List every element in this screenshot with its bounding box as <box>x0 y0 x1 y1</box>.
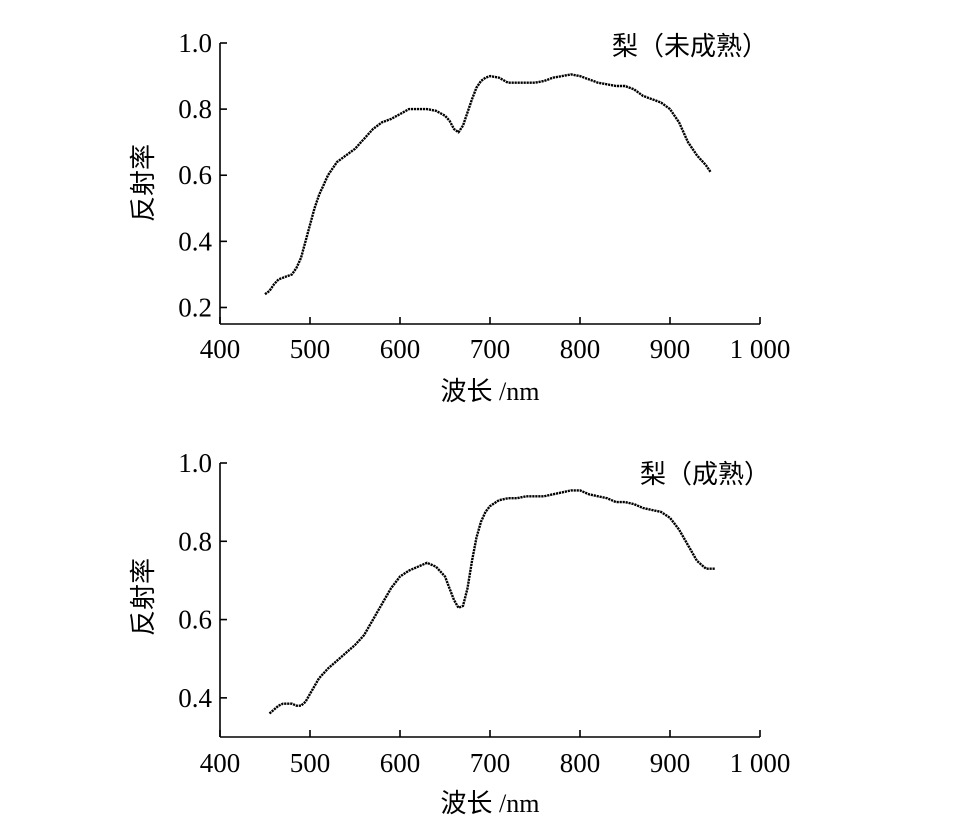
y-tick-label: 0.4 <box>178 226 212 256</box>
chart-ripe-pear: 400 500 600 700 800 900 1 000 0.4 0.6 0.8 1.0 梨（成熟）… <box>129 448 790 818</box>
y-tick-label: 0.8 <box>178 94 212 124</box>
chart-unripe-pear: 400 500 600 700 800 900 1 000 0.2 0.4 0.6 0.8 1.0 梨（… <box>129 28 790 406</box>
y-tick-label: 0.2 <box>178 292 212 322</box>
reflectance-curve <box>264 73 712 296</box>
x-tick-label: 600 <box>380 748 421 778</box>
x-tick-label: 800 <box>560 748 601 778</box>
chart-title: 梨（成熟） <box>640 460 770 489</box>
x-tick-label: 700 <box>470 748 511 778</box>
x-tick-label: 1 000 <box>730 334 791 364</box>
y-tick-label: 0.6 <box>178 160 212 190</box>
x-tick-label: 500 <box>290 748 331 778</box>
y-axis-label: 反射率 <box>129 144 158 222</box>
x-axis-label: 波长 /nm <box>441 789 540 818</box>
x-tick-label: 600 <box>380 334 421 364</box>
x-tick-label: 900 <box>650 748 691 778</box>
y-tick-label: 1.0 <box>178 28 212 58</box>
x-tick-label: 400 <box>200 748 241 778</box>
y-tick-label: 1.0 <box>178 448 212 478</box>
y-tick-label: 0.6 <box>178 605 212 635</box>
reflectance-curve <box>268 489 715 715</box>
x-tick-label: 700 <box>470 334 511 364</box>
y-tick-label: 0.4 <box>178 683 212 713</box>
x-tick-label: 400 <box>200 334 241 364</box>
chart-title: 梨（未成熟） <box>612 32 768 61</box>
x-axis-label: 波长 /nm <box>441 377 540 406</box>
y-axis-label: 反射率 <box>129 558 158 636</box>
x-tick-label: 900 <box>650 334 691 364</box>
x-tick-label: 1 000 <box>730 748 791 778</box>
y-tick-label: 0.8 <box>178 526 212 556</box>
x-tick-label: 500 <box>290 334 331 364</box>
x-tick-label: 800 <box>560 334 601 364</box>
